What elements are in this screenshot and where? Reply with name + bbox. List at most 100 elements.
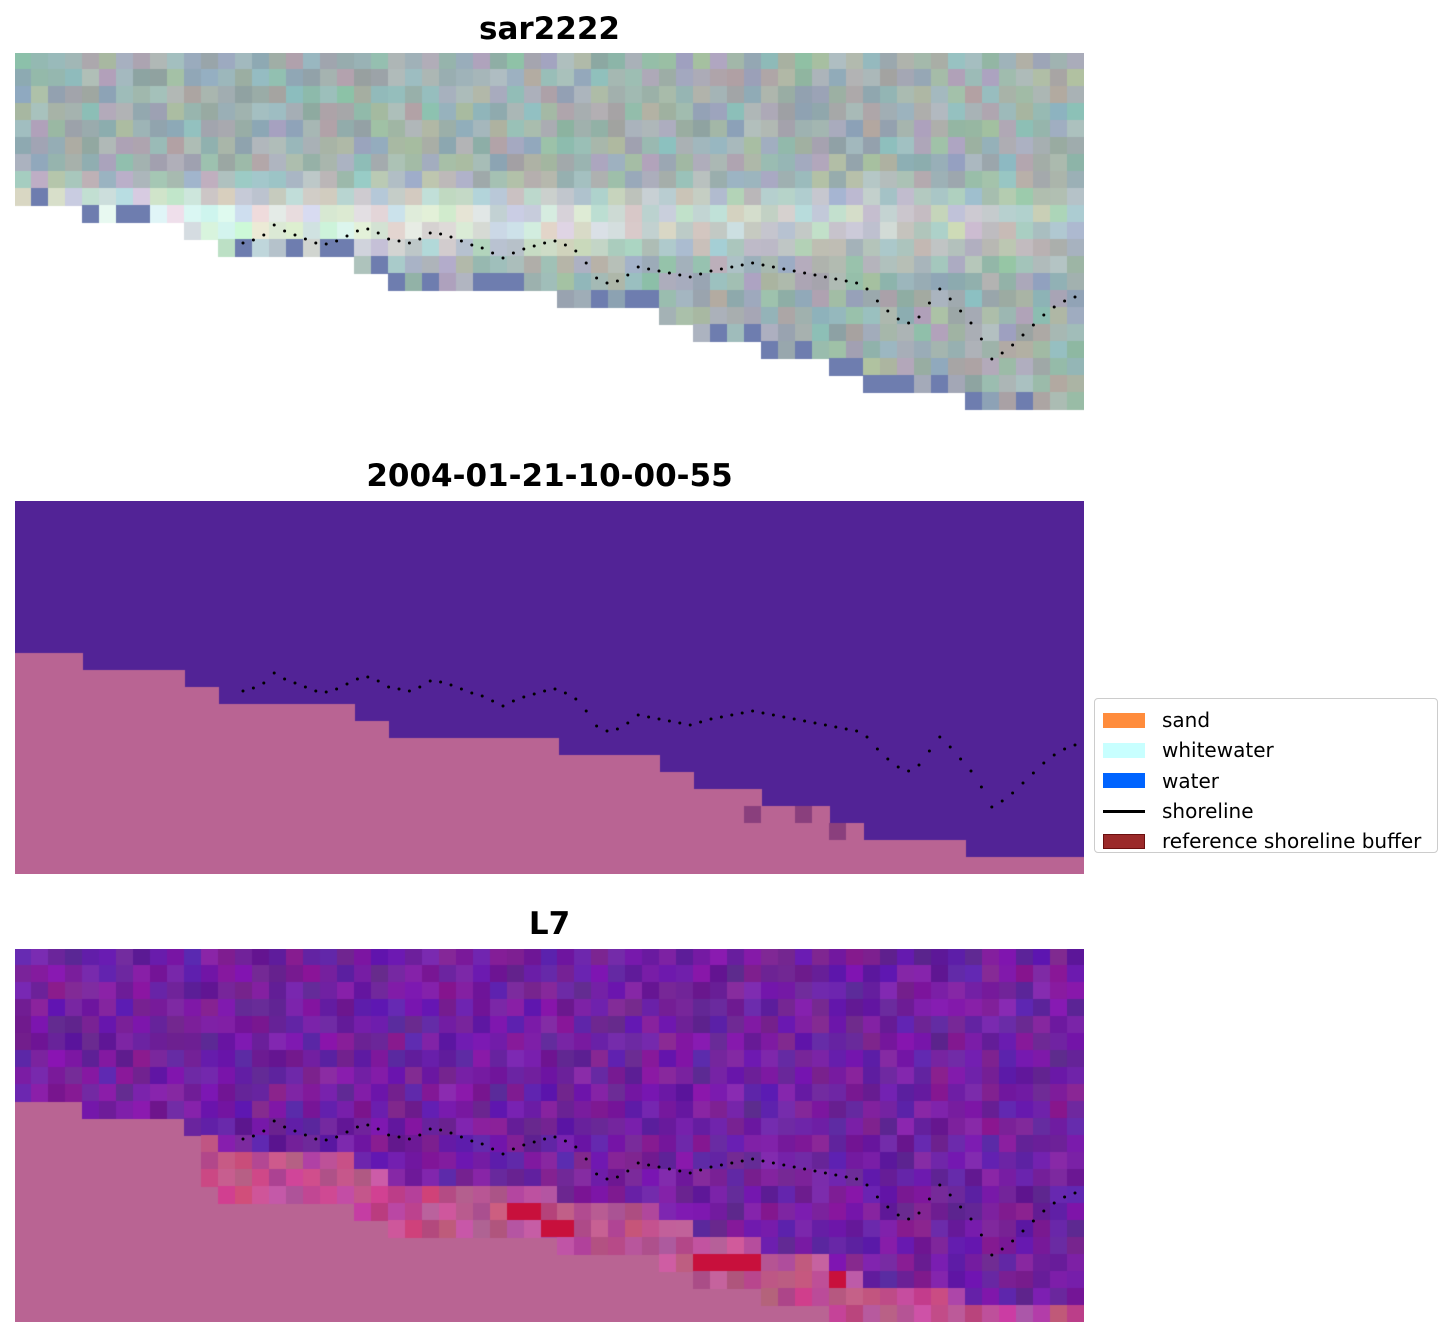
shoreline-point: [844, 1175, 848, 1179]
shoreline-point: [439, 1128, 443, 1132]
shoreline-point: [522, 1143, 526, 1147]
shoreline-point: [667, 1167, 671, 1171]
shoreline-point: [1063, 747, 1067, 751]
shoreline-point: [397, 687, 401, 691]
shoreline-point: [751, 261, 755, 265]
shoreline-point: [615, 727, 619, 731]
shoreline-point: [834, 277, 838, 281]
shoreline-point: [584, 261, 588, 265]
shoreline-point: [314, 689, 318, 693]
shoreline-point: [428, 231, 432, 235]
shoreline-point: [480, 246, 484, 250]
shoreline-point: [335, 1135, 339, 1139]
shoreline-point: [1011, 1239, 1015, 1243]
shoreline-point: [969, 321, 973, 325]
shoreline-point: [574, 697, 578, 701]
shoreline-point: [803, 271, 807, 275]
shoreline-point: [1011, 343, 1015, 347]
shoreline-point: [813, 1169, 817, 1173]
shoreline-point: [761, 263, 765, 267]
shoreline-point: [688, 1171, 692, 1175]
shoreline-point: [1021, 781, 1025, 785]
shoreline-point: [844, 279, 848, 283]
shoreline-point: [345, 234, 349, 238]
shoreline-point: [605, 281, 609, 285]
shoreline-point: [875, 299, 879, 303]
shoreline-point: [532, 1140, 536, 1144]
shoreline-point: [709, 269, 713, 273]
shoreline-point: [678, 721, 682, 725]
shoreline-point: [875, 747, 879, 751]
shoreline-point: [501, 1152, 505, 1156]
shoreline-point: [699, 272, 703, 276]
shoreline-point: [959, 757, 963, 761]
shoreline-point: [1052, 1201, 1056, 1205]
shoreline-point: [979, 785, 983, 789]
shoreline-point: [823, 723, 827, 727]
legend-item-shoreline: shoreline: [1103, 796, 1429, 826]
shoreline-point: [480, 694, 484, 698]
shoreline-point: [886, 757, 890, 761]
shoreline-point: [875, 1195, 879, 1199]
index-image: [15, 949, 1084, 1322]
shoreline-point: [1042, 1209, 1046, 1213]
shoreline-points-overlay: [241, 223, 1077, 361]
shoreline-point: [865, 287, 869, 291]
shoreline-point: [990, 1253, 994, 1257]
shoreline-point: [355, 229, 359, 233]
shoreline-point: [595, 1172, 599, 1176]
shoreline-point: [709, 1165, 713, 1169]
shoreline-point: [335, 687, 339, 691]
shoreline-point: [459, 239, 463, 243]
legend-label-water: water: [1162, 768, 1219, 793]
shoreline-point: [324, 690, 328, 694]
shoreline-point: [501, 704, 505, 708]
shoreline-point: [314, 241, 318, 245]
shoreline-point: [886, 309, 890, 313]
shoreline-point: [678, 1169, 682, 1173]
shoreline-point: [407, 689, 411, 693]
shoreline-point: [938, 735, 942, 739]
shoreline-point: [293, 1129, 297, 1133]
shoreline-point: [709, 717, 713, 721]
shoreline-point: [366, 675, 370, 679]
shoreline-point: [626, 273, 630, 277]
shoreline-point: [511, 699, 515, 703]
shoreline-point: [553, 687, 557, 691]
shoreline-point: [366, 1123, 370, 1127]
reference-buffer-swatch: [1103, 833, 1145, 849]
shoreline-point: [719, 715, 723, 719]
shoreline-point: [1063, 1195, 1067, 1199]
shoreline-point: [532, 244, 536, 248]
shoreline-point: [917, 315, 921, 319]
shoreline-point: [1073, 1191, 1077, 1195]
shoreline-point: [387, 237, 391, 241]
shoreline-point: [439, 680, 443, 684]
index-image-panel: [15, 949, 1084, 1322]
shoreline-point: [584, 1157, 588, 1161]
shoreline-point: [345, 682, 349, 686]
shoreline-point: [771, 713, 775, 717]
legend-label-whitewater: whitewater: [1162, 738, 1274, 763]
whitewater-swatch: [1103, 742, 1145, 758]
shoreline-point: [657, 269, 661, 273]
shoreline-point: [823, 1171, 827, 1175]
shoreline-point: [522, 247, 526, 251]
classified-image-panel: [15, 501, 1084, 874]
shoreline-point: [792, 717, 796, 721]
shoreline-point: [1042, 761, 1046, 765]
shoreline-point: [699, 1168, 703, 1172]
legend: sand whitewater water shoreline referenc…: [1094, 698, 1438, 853]
shoreline-point: [1052, 305, 1056, 309]
shoreline-point: [574, 1145, 578, 1149]
shoreline-point: [251, 686, 255, 690]
shoreline-point: [740, 711, 744, 715]
shoreline-point: [543, 241, 547, 245]
shoreline-point: [584, 709, 588, 713]
shoreline-point: [719, 267, 723, 271]
shoreline-point: [324, 1138, 328, 1142]
shoreline-point: [855, 281, 859, 285]
shoreline-point: [730, 1161, 734, 1165]
classified-image: [15, 501, 1084, 874]
shoreline-point: [397, 1135, 401, 1139]
